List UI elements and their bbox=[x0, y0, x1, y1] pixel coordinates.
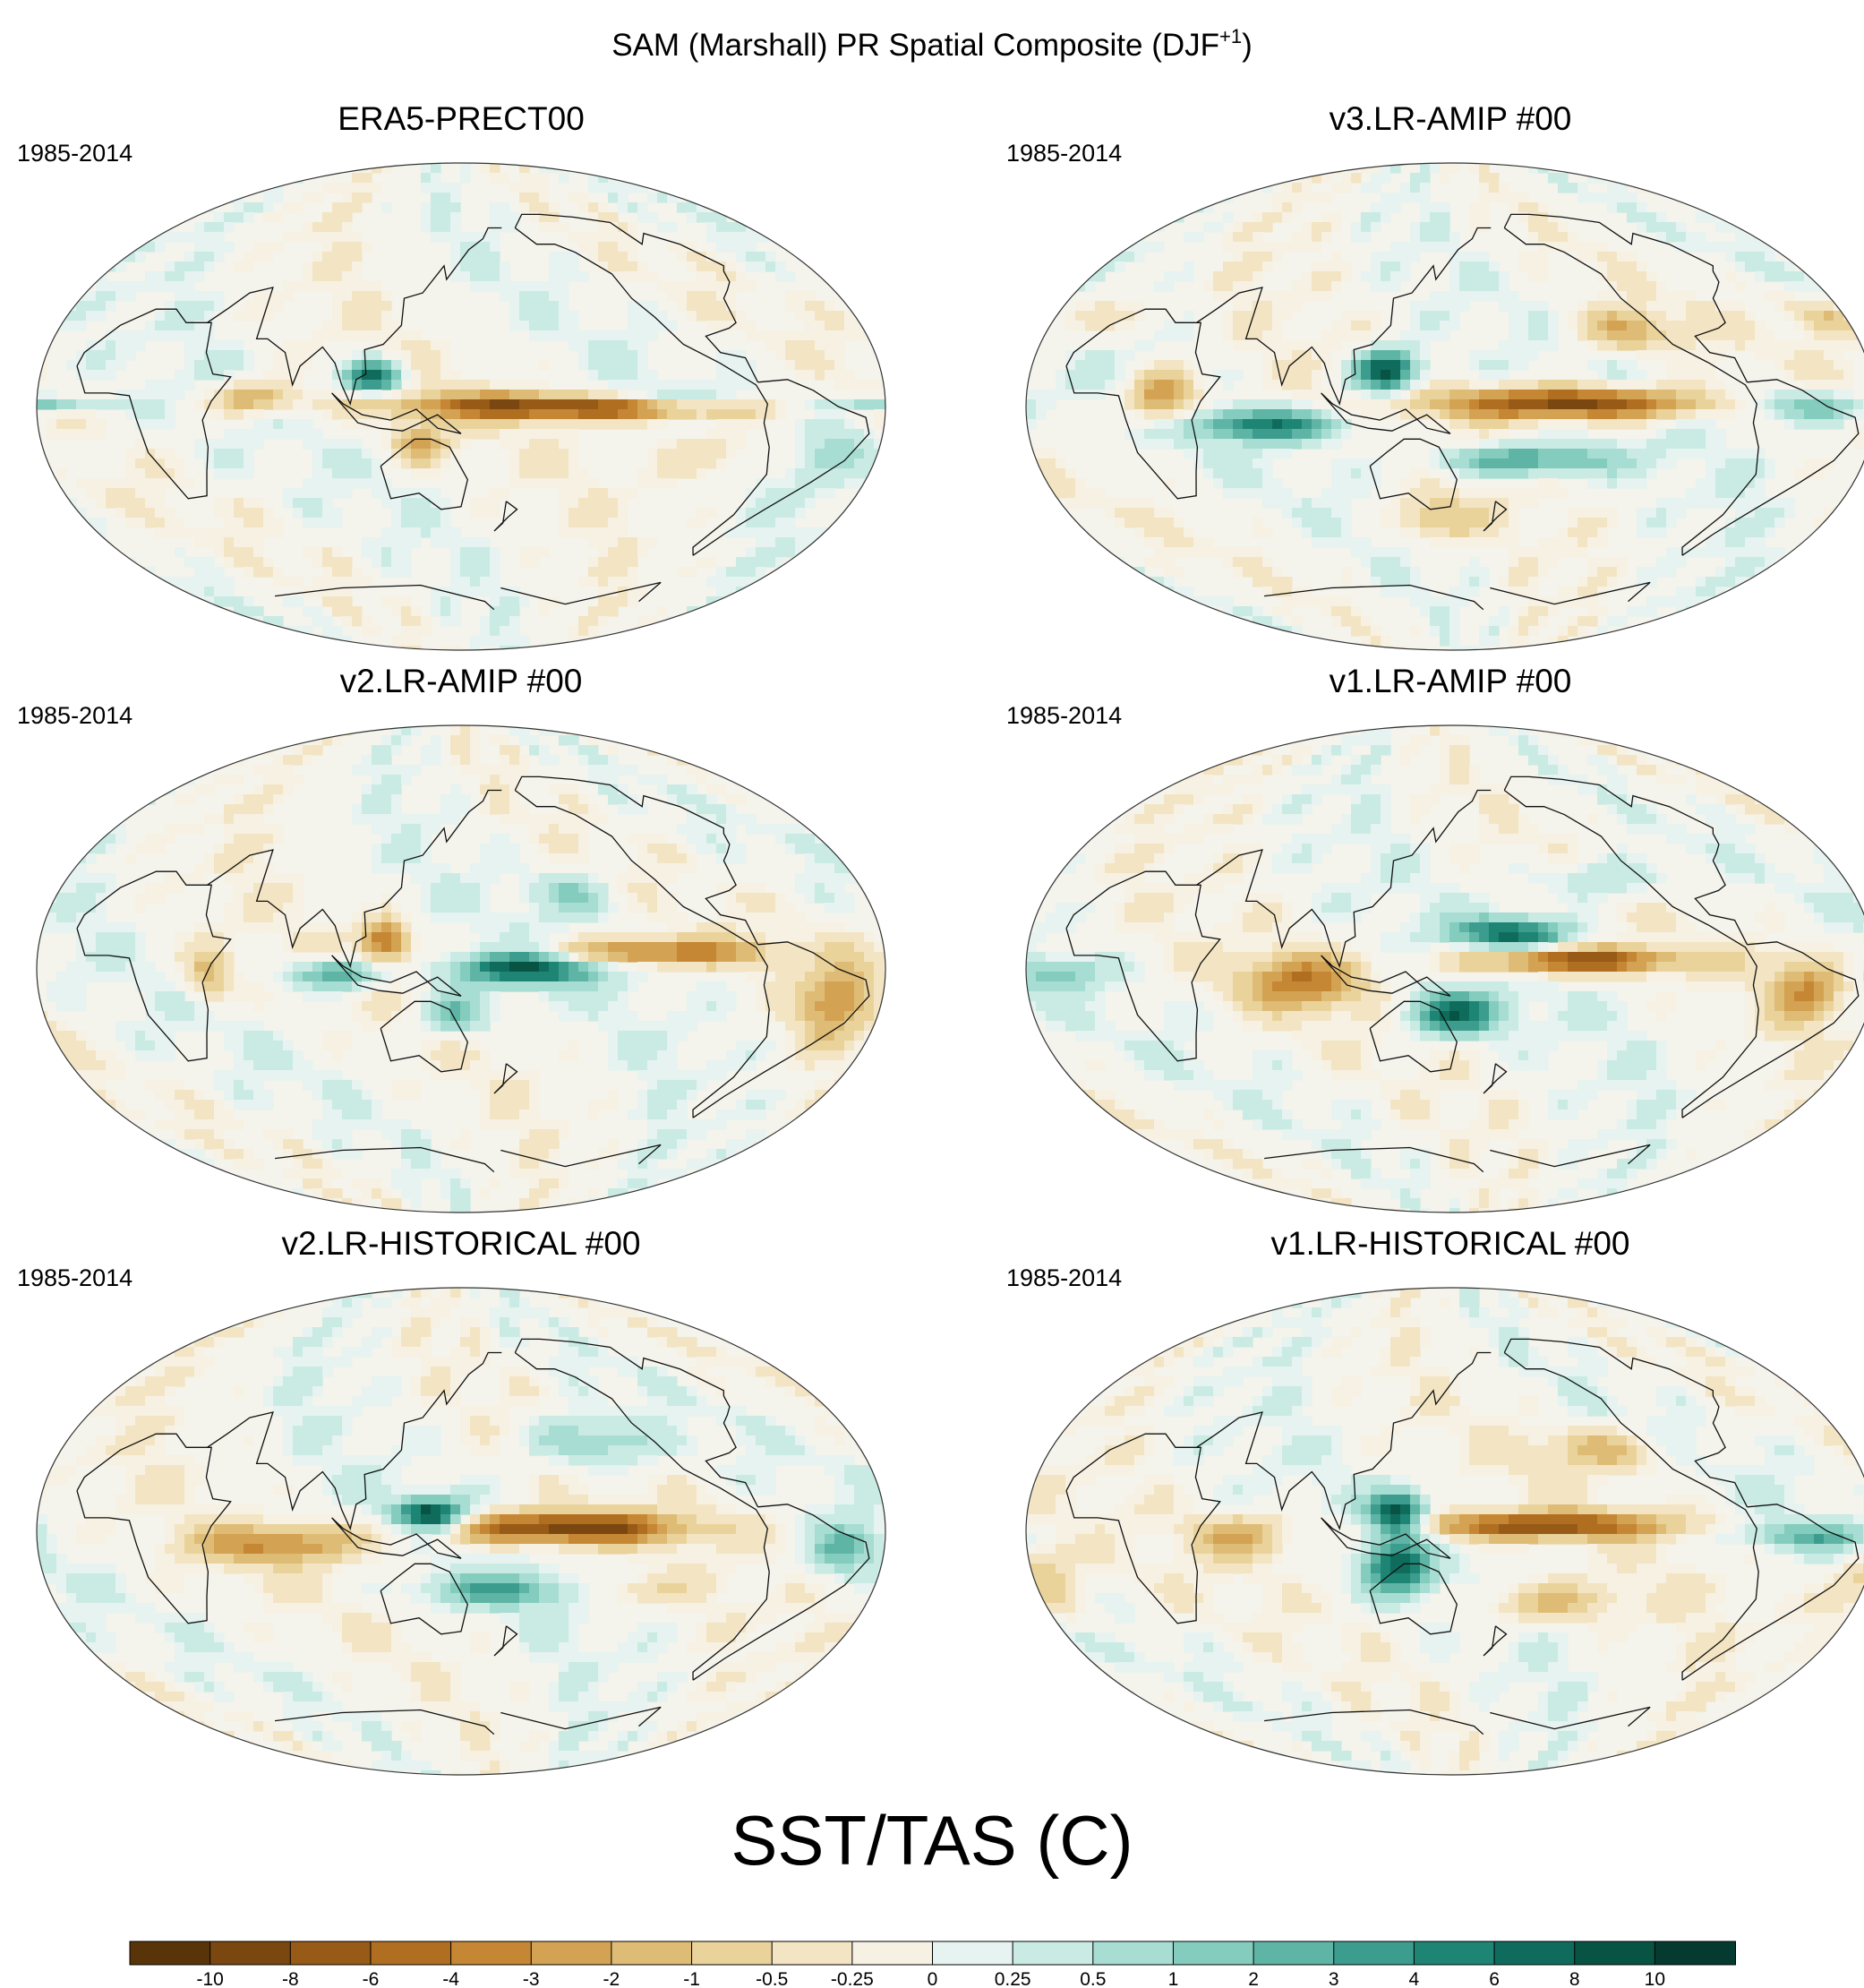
panel-title: v3.LR-AMIP #00 bbox=[1329, 100, 1572, 137]
colorbar-tick-label: -2 bbox=[603, 1969, 620, 1988]
colorbar-swatch bbox=[1493, 1941, 1576, 1966]
colorbar-tick-label: 4 bbox=[1409, 1969, 1420, 1988]
colorbar-swatch bbox=[691, 1941, 774, 1966]
map-border bbox=[1025, 1287, 1864, 1776]
panel-period: 1985-2014 bbox=[1006, 702, 1123, 729]
panel-title: v2.LR-HISTORICAL #00 bbox=[281, 1225, 641, 1262]
colorbar-tick-label: -10 bbox=[196, 1969, 223, 1988]
colorbar-tick-label: 8 bbox=[1569, 1969, 1580, 1988]
map-border bbox=[36, 724, 886, 1213]
colorbar-tick-label: -0.25 bbox=[831, 1969, 874, 1988]
coastlines bbox=[1065, 213, 1860, 611]
colorbar-swatch bbox=[771, 1941, 853, 1966]
colorbar-swatch bbox=[611, 1941, 693, 1966]
colorbar-swatch bbox=[932, 1941, 1014, 1966]
colorbar-swatch bbox=[450, 1941, 533, 1966]
anomaly-field bbox=[1026, 725, 1864, 1213]
map-panel-era5: ERA5-PRECT00 1985-2014 bbox=[13, 100, 909, 651]
panel-title: v1.LR-AMIP #00 bbox=[1329, 663, 1572, 699]
colorbar-tick-label: 2 bbox=[1248, 1969, 1259, 1988]
figure-title: SAM (Marshall) PR Spatial Composite (DJF… bbox=[611, 25, 1253, 63]
panel-period: 1985-2014 bbox=[1006, 140, 1123, 167]
colorbar-tick-label: -8 bbox=[282, 1969, 299, 1988]
anomaly-field bbox=[1026, 163, 1864, 650]
map-panel-v2hist: v2.LR-HISTORICAL #00 1985-2014 bbox=[13, 1225, 909, 1776]
map-panel-v3amip: v3.LR-AMIP #00 1985-2014 bbox=[1003, 100, 1864, 651]
colorbar-title: SST/TAS (C) bbox=[731, 1801, 1133, 1880]
colorbar: -10 -8 -6 -4 -3 -2 -1 -0.5 -0.25 0 0.25 0.5 1 2 3 4 6 8 10 bbox=[129, 1941, 1736, 1988]
panel-period: 1985-2014 bbox=[17, 140, 133, 167]
colorbar-swatch bbox=[851, 1941, 934, 1966]
colorbar-tick-label: -0.5 bbox=[756, 1969, 788, 1988]
colorbar-swatch bbox=[530, 1941, 612, 1966]
colorbar-tick-label: 6 bbox=[1489, 1969, 1500, 1988]
colorbar-swatch bbox=[1333, 1941, 1415, 1966]
map-panel-v1hist: v1.LR-HISTORICAL #00 1985-2014 bbox=[1003, 1225, 1864, 1776]
colorbar-swatch bbox=[1654, 1941, 1736, 1966]
map-v1amip bbox=[1025, 724, 1864, 1213]
anomaly-field bbox=[37, 163, 885, 650]
coastlines bbox=[1065, 1338, 1860, 1735]
map-v3amip bbox=[1025, 162, 1864, 651]
colorbar-swatch bbox=[1413, 1941, 1496, 1966]
coastlines bbox=[1065, 775, 1860, 1173]
colorbar-tick-label: 0 bbox=[928, 1969, 938, 1988]
map-v2amip bbox=[36, 724, 886, 1213]
panel-title: v1.LR-HISTORICAL #00 bbox=[1270, 1225, 1630, 1262]
map-border bbox=[36, 162, 886, 651]
map-border bbox=[1025, 162, 1864, 651]
colorbar-tick-label: -6 bbox=[363, 1969, 380, 1988]
coastlines bbox=[76, 775, 870, 1173]
colorbar-tick-label: 3 bbox=[1329, 1969, 1339, 1988]
colorbar-tick-label: 0.25 bbox=[995, 1969, 1031, 1988]
colorbar-tick-label: 10 bbox=[1645, 1969, 1665, 1988]
map-era5 bbox=[36, 162, 886, 651]
map-v1hist bbox=[1025, 1287, 1864, 1776]
panel-period: 1985-2014 bbox=[17, 1264, 133, 1291]
anomaly-field bbox=[37, 725, 885, 1213]
anomaly-field bbox=[1026, 1288, 1864, 1775]
colorbar-tick-label: 1 bbox=[1168, 1969, 1179, 1988]
colorbar-swatch bbox=[129, 1941, 211, 1966]
coastlines bbox=[76, 1338, 870, 1735]
colorbar-swatch bbox=[289, 1941, 372, 1966]
colorbar-swatch bbox=[370, 1941, 452, 1966]
colorbar-swatch bbox=[1574, 1941, 1656, 1966]
colorbar-swatch bbox=[1092, 1941, 1175, 1966]
colorbar-swatch bbox=[1253, 1941, 1335, 1966]
coastlines bbox=[76, 213, 870, 611]
anomaly-field bbox=[37, 1288, 885, 1775]
colorbar-swatch bbox=[209, 1941, 292, 1966]
panel-title: v2.LR-AMIP #00 bbox=[339, 663, 583, 699]
colorbar-swatch bbox=[1172, 1941, 1255, 1966]
map-border bbox=[1025, 724, 1864, 1213]
colorbar-swatch bbox=[1012, 1941, 1094, 1966]
map-border bbox=[36, 1287, 886, 1776]
colorbar-tick-label: -3 bbox=[523, 1969, 540, 1988]
map-v2hist bbox=[36, 1287, 886, 1776]
colorbar-tick-label: -1 bbox=[683, 1969, 700, 1988]
panel-title: ERA5-PRECT00 bbox=[338, 100, 585, 137]
panel-period: 1985-2014 bbox=[17, 702, 133, 729]
panel-period: 1985-2014 bbox=[1006, 1264, 1123, 1291]
map-panel-v2amip: v2.LR-AMIP #00 1985-2014 bbox=[13, 663, 909, 1213]
colorbar-tick-label: 0.5 bbox=[1080, 1969, 1106, 1988]
map-panel-v1amip: v1.LR-AMIP #00 1985-2014 bbox=[1003, 663, 1864, 1213]
colorbar-tick-label: -4 bbox=[442, 1969, 459, 1988]
